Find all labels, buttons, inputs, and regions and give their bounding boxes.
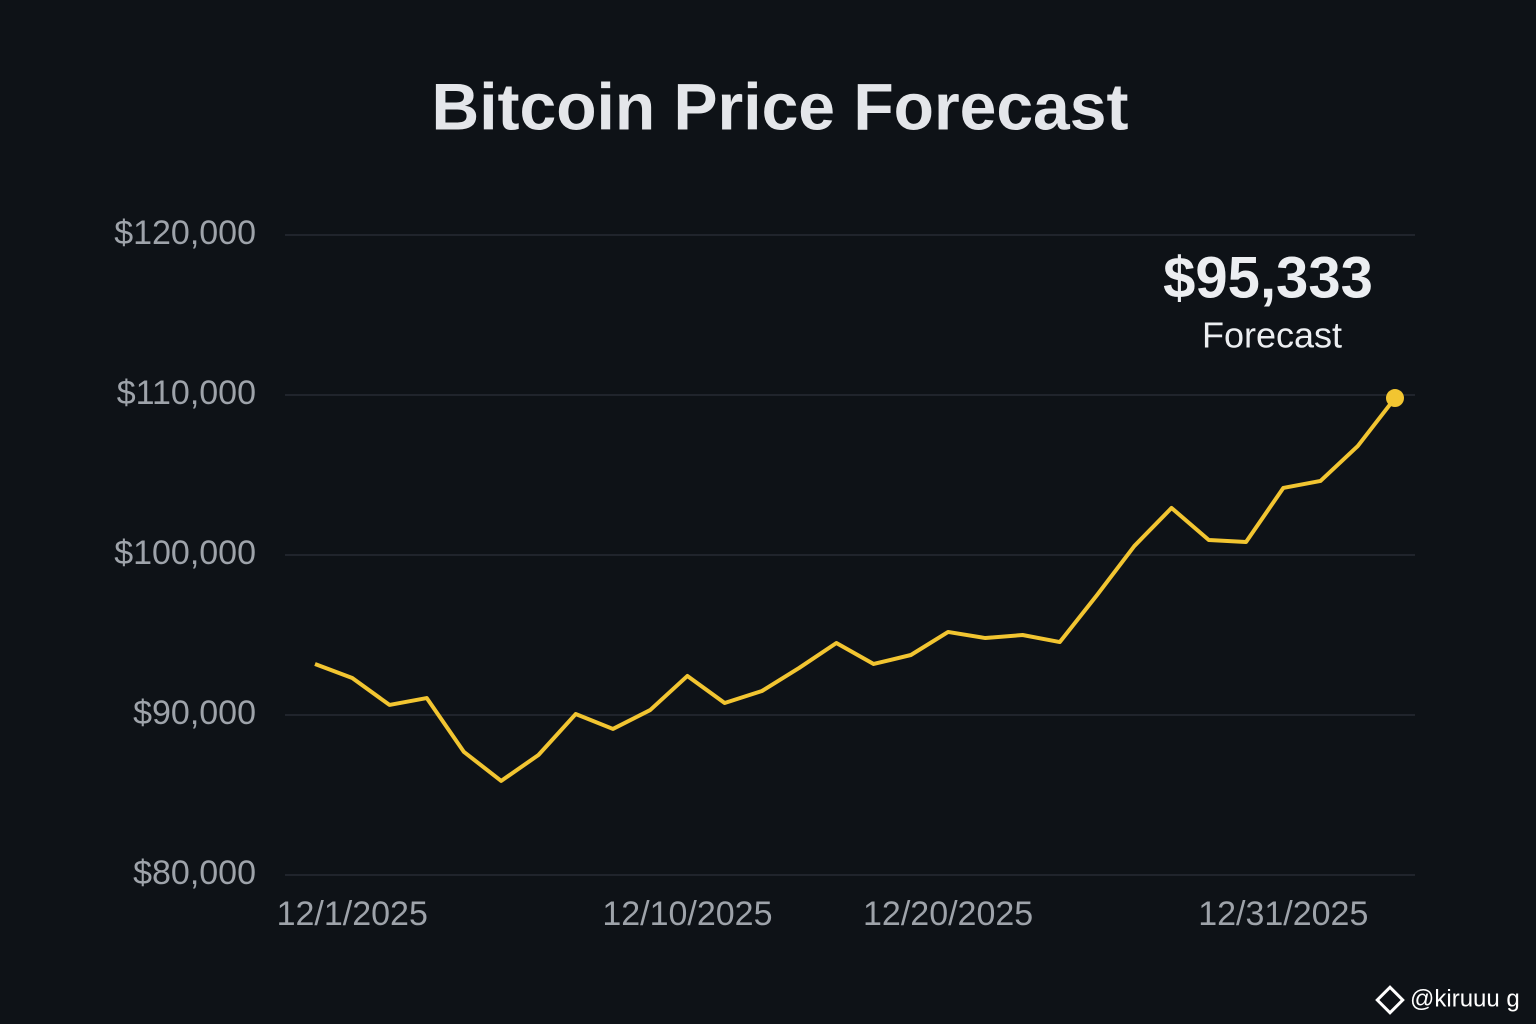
forecast-point: [1386, 389, 1404, 408]
x-tick-label: 12/31/2025: [1198, 895, 1368, 933]
y-tick-label: $110,000: [117, 374, 256, 412]
annotation-label: Forecast: [1202, 315, 1342, 356]
chart-title: Bitcoin Price Forecast: [432, 69, 1129, 143]
price-line: [314, 396, 1397, 783]
x-tick-label: 12/20/2025: [863, 895, 1033, 933]
x-tick-label: 12/1/2025: [277, 895, 428, 933]
annotation-value: $95,333: [1163, 245, 1373, 310]
x-tick-label: 12/10/2025: [602, 895, 772, 933]
y-tick-label: $80,000: [133, 854, 256, 892]
y-tick-label: $120,000: [114, 214, 256, 252]
y-tick-label: $90,000: [133, 694, 256, 732]
watermark: @kiruuu g: [1410, 985, 1520, 1012]
y-tick-label: $100,000: [114, 534, 256, 572]
watermark-icon: [1375, 985, 1405, 1015]
